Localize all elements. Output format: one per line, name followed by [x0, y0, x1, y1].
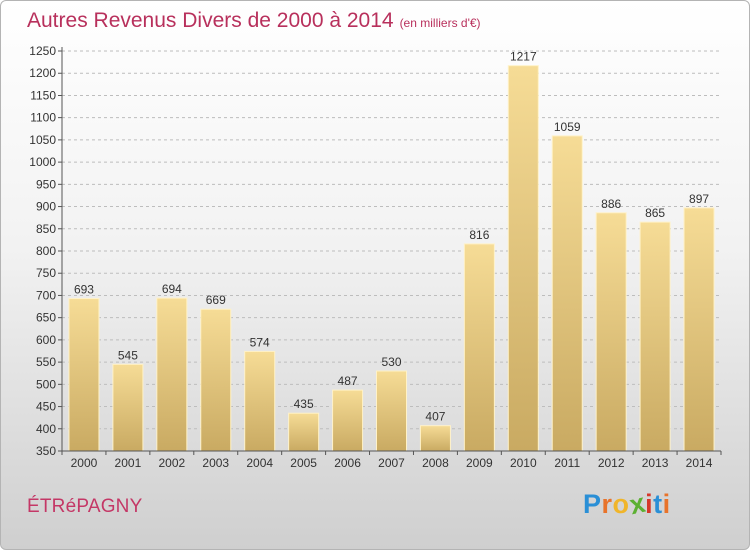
y-tick-label: 400: [36, 422, 56, 436]
y-tick-label: 550: [36, 355, 56, 369]
data-label: 545: [118, 348, 138, 362]
y-tick-label: 350: [36, 444, 56, 458]
data-label: 693: [74, 283, 94, 297]
x-tick-label: 2004: [246, 456, 273, 470]
data-label: 1217: [510, 50, 537, 64]
y-tick-label: 1000: [29, 155, 56, 169]
data-label: 435: [294, 397, 314, 411]
data-label: 865: [645, 206, 665, 220]
bar: [551, 135, 583, 452]
logo-letter: o: [612, 489, 630, 519]
bar: [639, 221, 671, 452]
bar: [112, 363, 144, 452]
x-tick-label: 2012: [598, 456, 625, 470]
x-tick-label: 2001: [115, 456, 142, 470]
x-tick-label: 2009: [466, 456, 493, 470]
y-tick-label: 450: [36, 400, 56, 414]
y-tick-label: 1150: [30, 88, 56, 102]
bar: [595, 212, 627, 452]
data-label: 487: [338, 374, 358, 388]
bar: [463, 243, 495, 452]
data-label: 669: [206, 293, 226, 307]
bars: 693 545 694 669 574 435 487 530 407 816 1217 1059 88…: [68, 50, 715, 452]
x-tick-label: 2008: [422, 456, 449, 470]
x-tick-label: 2007: [378, 456, 405, 470]
x-tick-label: 2002: [158, 456, 185, 470]
place-name: ÉTRéPAGNY: [27, 496, 143, 517]
data-label: 1059: [554, 120, 581, 134]
proxiti-logo: Proxiti: [583, 488, 671, 521]
y-tick-label: 1250: [29, 44, 56, 58]
y-tick-label: 650: [36, 311, 56, 325]
y-tick-label: 750: [36, 266, 56, 280]
bar: [332, 389, 364, 452]
x-tick-label: 2013: [642, 456, 669, 470]
y-tick-label: 1200: [29, 66, 56, 80]
y-tick-label: 800: [36, 244, 56, 258]
y-tick-label: 950: [36, 177, 56, 191]
bar: [683, 207, 715, 452]
y-tick-label: 850: [36, 222, 56, 236]
y-tick-label: 1050: [29, 133, 56, 147]
bar: [244, 350, 276, 452]
y-tick-label: 600: [36, 333, 56, 347]
y-tick-label: 500: [36, 377, 56, 391]
data-label: 407: [425, 410, 445, 424]
chart-title: Autres Revenus Divers de 2000 à 2014: [27, 9, 394, 32]
bar: [419, 425, 451, 452]
bar: [376, 370, 407, 452]
x-tick-label: 2006: [334, 456, 361, 470]
x-tick-label: 2003: [202, 456, 229, 470]
data-label: 694: [162, 282, 182, 296]
y-tick-label: 900: [36, 200, 56, 214]
title-row: Autres Revenus Divers de 2000 à 2014 (en …: [27, 9, 481, 33]
data-label: 897: [689, 192, 709, 206]
data-label: 530: [381, 355, 401, 369]
x-tick-label: 2011: [554, 456, 580, 470]
bar: [200, 308, 232, 452]
y-tick-label: 1100: [30, 111, 56, 125]
x-tick-label: 2010: [510, 456, 537, 470]
data-label: 886: [601, 197, 621, 211]
data-label: 574: [250, 335, 270, 349]
logo-letter: i: [645, 489, 654, 519]
bar: [68, 298, 100, 452]
chart-subtitle: (en milliers d'€): [399, 16, 481, 30]
logo-letter: P: [583, 489, 602, 519]
x-tick-label: 2000: [71, 456, 98, 470]
bar: [288, 412, 320, 452]
data-label: 816: [469, 228, 489, 242]
bar: [507, 65, 539, 452]
logo-letter: t: [653, 489, 663, 519]
bar: [156, 297, 188, 452]
axes: 350 400 450 500 550 600 650 700 750 800 850 900 950 1…: [29, 44, 722, 470]
logo-letter: r: [601, 489, 613, 519]
y-tick-label: 700: [36, 288, 56, 302]
logo-letter: i: [662, 489, 671, 519]
x-tick-label: 2014: [686, 456, 713, 470]
x-tick-label: 2005: [290, 456, 317, 470]
